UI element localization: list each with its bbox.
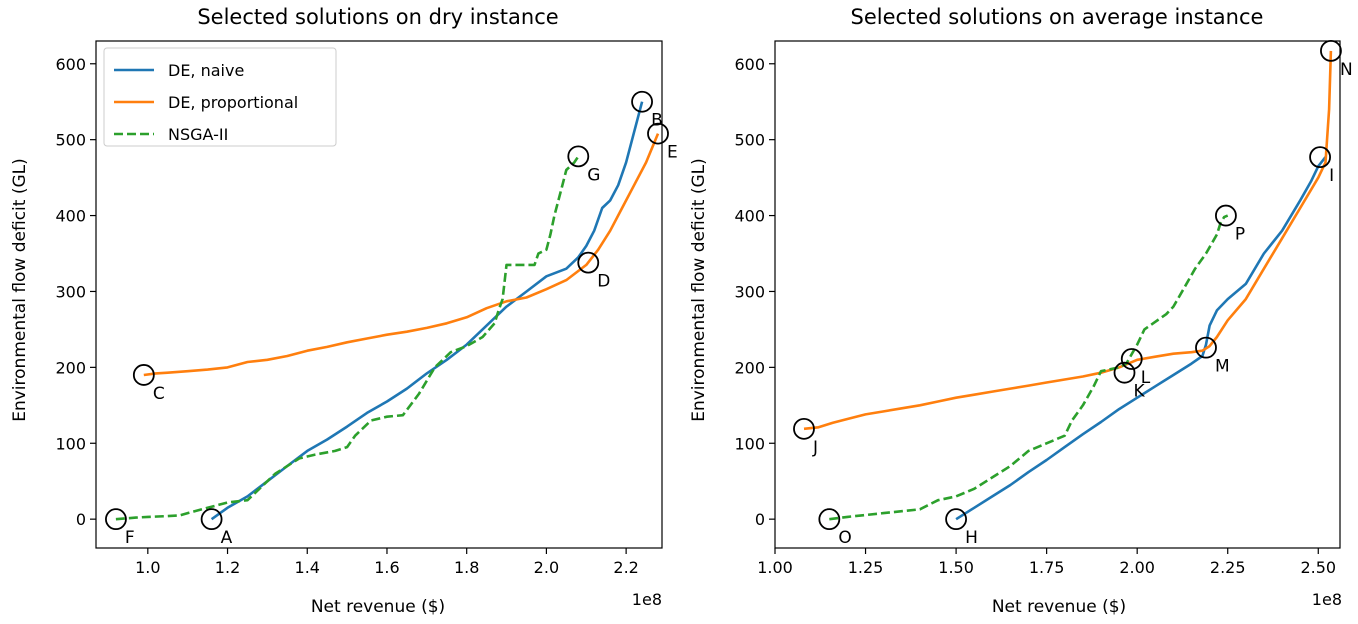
annotation-marker	[567, 145, 590, 168]
x-offset-text: 1e8	[1312, 590, 1342, 609]
x-tick-label: 2.00	[1119, 558, 1155, 577]
y-tick-label: 400	[734, 207, 765, 226]
legend-box	[103, 47, 337, 147]
annotation-label: B	[651, 111, 663, 131]
axes-frame	[95, 40, 663, 549]
x-tick-label: 1.8	[454, 558, 479, 577]
x-tick-label: 1.6	[374, 558, 399, 577]
series-line-de-naive	[955, 156, 1327, 521]
annotation-marker	[631, 90, 653, 113]
annotation-label: M	[1215, 357, 1230, 377]
series-line-nsga-ii	[829, 214, 1229, 521]
chart-title: Selected solutions on average instance	[851, 5, 1264, 29]
annotation-label: O	[838, 528, 851, 548]
annotation-marker	[1113, 361, 1136, 384]
y-tick-label: 200	[55, 358, 86, 377]
x-tick-label: 1.50	[938, 558, 974, 577]
annotation-label: I	[1329, 166, 1334, 186]
chart-title: Selected solutions on dry instance	[197, 5, 558, 29]
annotation-marker	[793, 417, 815, 440]
annotation-marker	[818, 508, 841, 531]
x-axis-label: Net revenue ($)	[992, 597, 1126, 617]
y-tick-label: 500	[55, 131, 86, 150]
annotation-label: P	[1235, 225, 1245, 245]
axes-frame	[774, 40, 1341, 549]
y-tick-label: 400	[55, 207, 86, 226]
annotation-label: K	[1134, 382, 1146, 402]
annotation-label: D	[597, 272, 610, 292]
annotation-marker	[647, 122, 669, 145]
legend-entry: DE, naive	[168, 61, 244, 80]
series-group	[803, 50, 1333, 521]
plot-area: A B C D E F G 1.0 1.2 1.4 1.6 1.8 2.0 2.2 0 100 200 300 40…	[55, 40, 678, 577]
annotation-marker	[945, 508, 967, 531]
y-tick-label: 600	[55, 55, 86, 74]
average-instance-chart: Selected solutions on average instance N…	[689, 5, 1353, 617]
series-line-nsga-ii	[115, 155, 580, 521]
x-tick-label: 2.0	[534, 558, 559, 577]
x-axis-label: Net revenue ($)	[311, 597, 445, 617]
y-tick-label: 300	[734, 282, 765, 301]
annotation-marker	[1215, 204, 1237, 227]
x-tick-label: 1.4	[295, 558, 320, 577]
y-tick-label: 600	[734, 55, 765, 74]
annotation-marker	[105, 508, 127, 531]
annotation-label: L	[1141, 368, 1151, 388]
y-tick-label: 100	[734, 434, 765, 453]
x-tick-label: 1.0	[135, 558, 160, 577]
dry-instance-chart: Selected solutions on dry instance Net r…	[10, 5, 678, 617]
series-line-de-naive	[210, 101, 644, 521]
y-axis-label: Environmental flow deficit (GL)	[689, 158, 709, 422]
legend-entry: NSGA-II	[168, 125, 228, 144]
series-line-de-proportional	[143, 133, 660, 377]
annotation-label: N	[1340, 60, 1353, 80]
plot-area: H I J KL M N O P 1.00 1.25 1.50 1.75 2.00 2.25 2.50 0 10…	[734, 39, 1353, 577]
y-tick-label: 0	[755, 510, 765, 529]
legend-entry: DE, proportional	[168, 93, 298, 112]
annotation-marker	[1309, 146, 1331, 169]
series-line-de-proportional	[803, 50, 1333, 431]
x-tick-label: 1.25	[848, 558, 884, 577]
x-tick-label: 2.25	[1210, 558, 1246, 577]
annotation-marker	[200, 508, 223, 531]
annotation-label: G	[587, 165, 600, 185]
annotation-marker	[1120, 348, 1143, 370]
annotation-label: A	[221, 528, 233, 548]
series-group	[115, 101, 660, 521]
y-tick-label: 200	[734, 358, 765, 377]
annotation-marker	[1195, 336, 1217, 359]
annotation-label: F	[125, 528, 135, 548]
y-axis-label: Environmental flow deficit (GL)	[10, 158, 30, 422]
x-tick-label: 2.2	[613, 558, 638, 577]
y-tick-label: 300	[55, 282, 86, 301]
annotation-label: J	[812, 438, 818, 458]
x-offset-text: 1e8	[632, 590, 662, 609]
y-tick-label: 100	[55, 434, 86, 453]
y-tick-label: 0	[76, 510, 86, 529]
annotation-label: C	[153, 384, 165, 404]
annotation-marker	[132, 364, 155, 386]
x-tick-label: 1.75	[1029, 558, 1065, 577]
y-tick-label: 500	[734, 131, 765, 150]
annotation-label: H	[965, 528, 978, 548]
x-tick-label: 2.50	[1300, 558, 1336, 577]
x-tick-label: 1.2	[215, 558, 240, 577]
x-tick-label: 1.00	[757, 558, 793, 577]
annotation-label: E	[667, 143, 678, 163]
annotation-marker	[577, 251, 600, 274]
